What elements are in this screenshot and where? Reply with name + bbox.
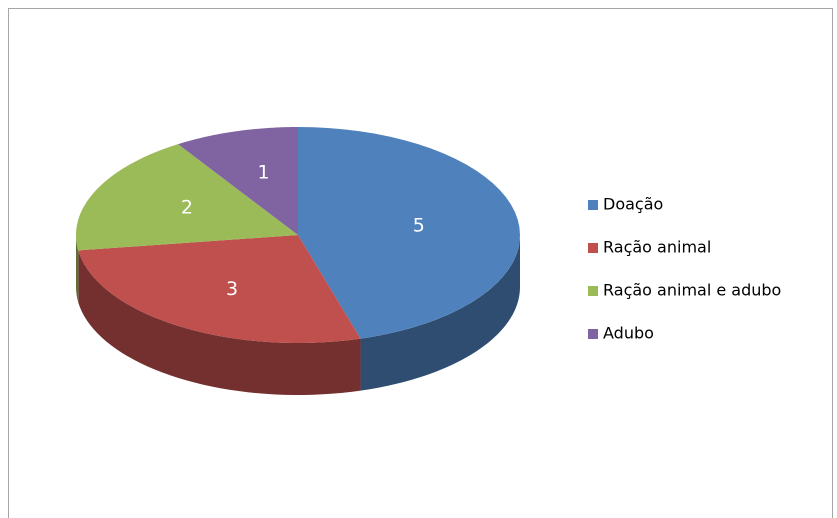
legend-swatch [588,329,598,339]
legend-label: Ração animal [603,238,711,257]
pie-slice [298,127,520,339]
pie-slice [78,235,361,343]
pie-slice [76,144,298,251]
data-label: 1 [258,161,270,183]
pie-side [78,250,361,395]
legend-label: Doação [603,195,663,214]
legend-label: Ração animal e adubo [603,281,781,300]
legend-swatch [588,286,598,296]
pie-slice [177,127,298,235]
legend-swatch [588,200,598,210]
pie-side [76,235,79,303]
data-label: 5 [413,214,425,236]
data-label: 3 [226,278,238,300]
legend-swatch [588,243,598,253]
pie-side [360,235,520,391]
data-label: 2 [181,197,193,219]
legend-label: Adubo [603,324,654,343]
